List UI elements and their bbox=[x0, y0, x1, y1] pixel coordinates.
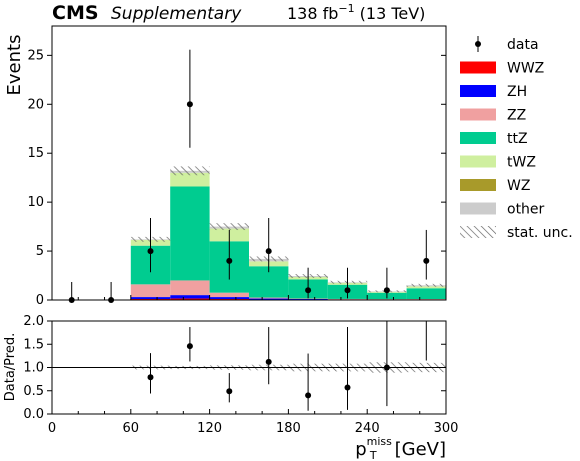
x-axis-label: pmiss T [GeV] bbox=[355, 435, 446, 461]
ratio-y-axis-label: Data/Pred. bbox=[3, 333, 18, 401]
x-tick-label-180: 180 bbox=[276, 421, 301, 436]
data-point-7 bbox=[344, 287, 351, 294]
bar-zh-bin-3 bbox=[170, 295, 210, 299]
ratio-point-0 bbox=[147, 374, 154, 381]
ratio-y-tick-label-1.5: 1.5 bbox=[23, 337, 44, 352]
ratio-point-2 bbox=[226, 388, 233, 395]
legend-swatch-other bbox=[460, 202, 496, 215]
ratio-y-tick-label-0.0: 0.0 bbox=[23, 407, 44, 422]
bar-wwz-bin-3 bbox=[170, 298, 210, 300]
ratio-y-tick-label-2.0: 2.0 bbox=[23, 314, 44, 329]
lumi-exponent: −1 bbox=[338, 2, 354, 15]
ratio-point-3 bbox=[265, 358, 272, 365]
y-axis-label: Events bbox=[4, 35, 25, 96]
bar-zz-bin-5 bbox=[249, 297, 289, 299]
main-plot-frame bbox=[51, 25, 447, 301]
bar-twz-bin-9 bbox=[406, 286, 446, 289]
legend: data WWZ ZH ZZ ttZ tWZ WZ other stat. unc. bbox=[460, 36, 573, 241]
legend-swatch-wz bbox=[460, 179, 496, 191]
x-tick-label-300: 300 bbox=[434, 421, 459, 436]
legend-label-wz: WZ bbox=[507, 178, 530, 194]
legend-label-ttz: ttZ bbox=[507, 131, 528, 147]
stat-unc-bin-4 bbox=[209, 223, 249, 231]
x-axis-label-subscript: T bbox=[369, 449, 377, 461]
ratio-point-4 bbox=[305, 392, 312, 399]
bar-zh-bin-2 bbox=[130, 297, 171, 300]
y-tick-label-10: 10 bbox=[27, 195, 44, 210]
bar-twz-bin-3 bbox=[170, 172, 210, 187]
bar-zz-bin-3 bbox=[170, 280, 210, 296]
y-tick-label-5: 5 bbox=[36, 244, 44, 259]
cms-label: CMS bbox=[52, 2, 99, 24]
supplementary-label: Supplementary bbox=[111, 4, 242, 24]
bar-zh-bin-5 bbox=[249, 298, 289, 300]
legend-swatch-zh bbox=[460, 85, 496, 97]
bar-zz-bin-4 bbox=[209, 292, 249, 298]
legend-swatch-wwz bbox=[460, 61, 496, 74]
y-tick-label-20: 20 bbox=[27, 97, 44, 112]
legend-swatch-stat-unc bbox=[460, 226, 496, 238]
legend-swatch-twz bbox=[460, 155, 496, 168]
data-point-2 bbox=[147, 248, 154, 255]
main-plot-marks bbox=[68, 49, 446, 303]
legend-label-twz: tWZ bbox=[507, 155, 536, 171]
stat-unc-bin-9 bbox=[406, 283, 446, 287]
main-y-axis: 0 5 10 15 20 25 bbox=[27, 48, 446, 308]
x-tick-label-0: 0 bbox=[48, 421, 56, 436]
legend-data-marker bbox=[475, 41, 481, 47]
legend-swatch-ttz bbox=[460, 132, 496, 144]
data-point-4 bbox=[226, 257, 233, 264]
data-point-8 bbox=[383, 287, 390, 294]
x-axis-label-superscript: miss bbox=[367, 435, 393, 448]
x-tick-label-120: 120 bbox=[197, 421, 222, 436]
lumi-value: 138 fb bbox=[287, 4, 338, 23]
y-tick-label-25: 25 bbox=[27, 48, 44, 63]
data-point-5 bbox=[265, 248, 272, 255]
y-tick-label-0: 0 bbox=[36, 293, 44, 308]
y-tick-label-15: 15 bbox=[27, 146, 44, 161]
x-axis-label-main: p bbox=[355, 439, 366, 460]
legend-label-data: data bbox=[507, 37, 539, 53]
ratio-y-axis: 0.0 0.5 1.0 1.5 2.0 bbox=[23, 314, 446, 422]
bar-zh-bin-4 bbox=[209, 297, 249, 300]
x-tick-label-240: 240 bbox=[355, 421, 380, 436]
data-point-6 bbox=[305, 287, 312, 294]
ratio-y-tick-label-0.5: 0.5 bbox=[23, 384, 44, 399]
ratio-point-5 bbox=[344, 384, 351, 391]
bar-zz-bin-2 bbox=[130, 284, 171, 298]
ratio-plot-marks bbox=[52, 321, 446, 411]
bar-ttz-bin-9 bbox=[406, 288, 446, 300]
ratio-point-6 bbox=[383, 364, 390, 371]
legend-label-wwz: WWZ bbox=[507, 61, 544, 77]
data-point-3 bbox=[186, 101, 193, 108]
bar-ttz-bin-3 bbox=[170, 186, 210, 281]
ratio-y-tick-label-1.0: 1.0 bbox=[23, 361, 44, 376]
legend-swatch-zz bbox=[460, 108, 496, 121]
lumi-label: 138 fb−1 (13 TeV) bbox=[287, 2, 425, 23]
x-tick-label-60: 60 bbox=[123, 421, 140, 436]
stat-unc-bin-3 bbox=[170, 166, 210, 176]
legend-label-other: other bbox=[507, 202, 545, 218]
legend-label-zz: ZZ bbox=[507, 108, 526, 124]
legend-label-zh: ZH bbox=[507, 84, 527, 100]
ratio-point-1 bbox=[186, 343, 193, 350]
lumi-energy: (13 TeV) bbox=[360, 4, 426, 23]
data-point-9 bbox=[423, 257, 430, 264]
x-axis: 0 60 120 180 240 300 bbox=[48, 295, 459, 436]
legend-label-stat-unc: stat. unc. bbox=[507, 225, 573, 241]
x-axis-label-unit: [GeV] bbox=[395, 439, 446, 460]
